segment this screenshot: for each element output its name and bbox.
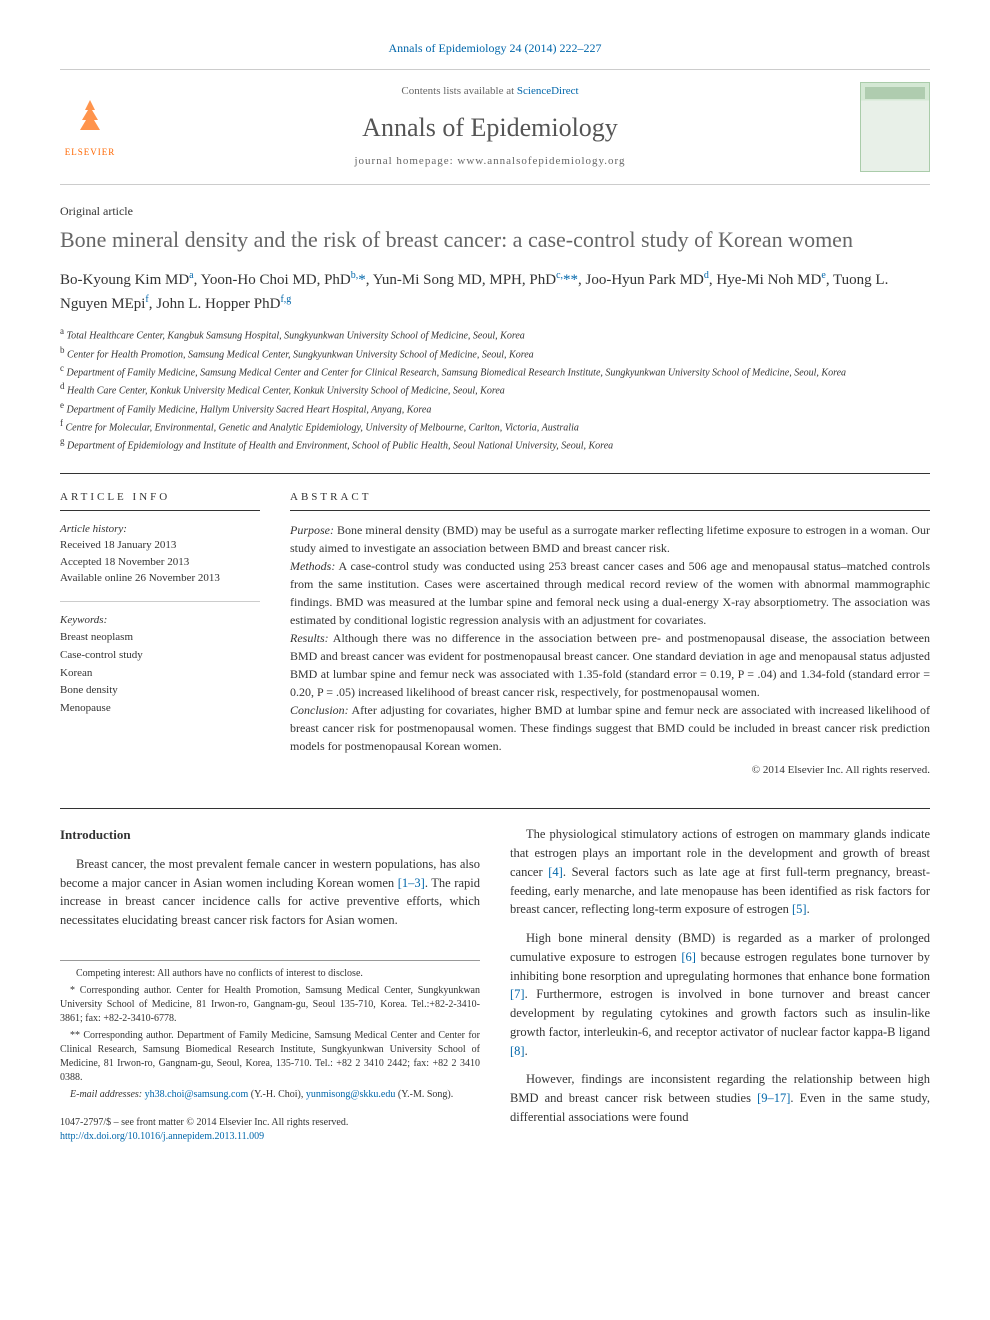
elsevier-logo: ELSEVIER	[60, 95, 120, 159]
abstract-header: ABSTRACT	[290, 490, 930, 510]
email-link[interactable]: yunmisong@skku.edu	[306, 1089, 396, 1100]
elsevier-tree-icon	[60, 95, 120, 146]
intro-heading: Introduction	[60, 825, 480, 845]
abstract-segment-text: Although there was no difference in the …	[290, 631, 930, 699]
abstract-copyright: © 2014 Elsevier Inc. All rights reserved…	[290, 763, 930, 778]
contents-available-line: Contents lists available at ScienceDirec…	[120, 84, 860, 99]
homepage-url[interactable]: www.annalsofepidemiology.org	[457, 155, 625, 167]
article-type: Original article	[60, 203, 930, 220]
abstract-segment-text: Bone mineral density (BMD) may be useful…	[290, 523, 930, 555]
divider	[60, 808, 930, 809]
citation-link[interactable]: [7]	[510, 987, 525, 1001]
online-date: Available online 26 November 2013	[60, 570, 260, 587]
affiliation: e Department of Family Medicine, Hallym …	[60, 399, 930, 417]
email-label: E-mail addresses:	[70, 1089, 145, 1100]
journal-cover-thumbnail	[860, 82, 930, 172]
intro-para-4: However, findings are inconsistent regar…	[510, 1070, 930, 1126]
history-label: Article history:	[60, 521, 260, 538]
article-history: Article history: Received 18 January 201…	[60, 521, 260, 587]
affiliation: b Center for Health Promotion, Samsung M…	[60, 344, 930, 362]
keyword: Korean	[60, 665, 260, 683]
keyword: Menopause	[60, 700, 260, 718]
email-link[interactable]: yh38.choi@samsung.com	[145, 1089, 249, 1100]
text: (Y.-M. Song).	[395, 1089, 453, 1100]
article-title: Bone mineral density and the risk of bre…	[60, 226, 930, 255]
text: .	[525, 1044, 528, 1058]
journal-header: ELSEVIER Contents lists available at Sci…	[60, 69, 930, 185]
authors-line: Bo-Kyoung Kim MDa, Yoon-Ho Choi MD, PhDb…	[60, 268, 930, 315]
affiliation: c Department of Family Medicine, Samsung…	[60, 362, 930, 380]
article-info-header: ARTICLE INFO	[60, 490, 260, 510]
citation-link[interactable]: [4]	[548, 865, 563, 879]
abstract-text: Purpose: Bone mineral density (BMD) may …	[290, 521, 930, 755]
abstract-segment-text: A case-control study was conducted using…	[290, 559, 930, 627]
citation-link[interactable]: [8]	[510, 1044, 525, 1058]
homepage-prefix: journal homepage:	[354, 155, 457, 167]
info-abstract-row: ARTICLE INFO Article history: Received 1…	[60, 490, 930, 778]
info-divider	[60, 601, 260, 602]
email-addresses: E-mail addresses: yh38.choi@samsung.com …	[60, 1088, 480, 1102]
abstract-segment-label: Conclusion:	[290, 703, 349, 717]
abstract-segment-text: After adjusting for covariates, higher B…	[290, 703, 930, 753]
text: . Furthermore, estrogen is involved in b…	[510, 987, 930, 1039]
citation-link[interactable]: [5]	[792, 902, 807, 916]
citation-link[interactable]: [6]	[681, 950, 696, 964]
intro-para-1: Breast cancer, the most prevalent female…	[60, 855, 480, 930]
abstract-segment-label: Results:	[290, 631, 329, 645]
corresponding-author-2: ** Corresponding author. Department of F…	[60, 1029, 480, 1085]
footnotes: Competing interest: All authors have no …	[60, 960, 480, 1102]
keywords-block: Keywords: Breast neoplasm Case-control s…	[60, 612, 260, 718]
intro-para-2: The physiological stimulatory actions of…	[510, 825, 930, 919]
journal-reference: Annals of Epidemiology 24 (2014) 222–227	[60, 40, 930, 57]
affiliation: g Department of Epidemiology and Institu…	[60, 435, 930, 453]
received-date: Received 18 January 2013	[60, 537, 260, 554]
journal-homepage-line: journal homepage: www.annalsofepidemiolo…	[120, 154, 860, 169]
issn-line: 1047-2797/$ – see front matter © 2014 El…	[60, 1116, 480, 1130]
affiliations: a Total Healthcare Center, Kangbuk Samsu…	[60, 325, 930, 453]
keyword: Case-control study	[60, 647, 260, 665]
keyword: Bone density	[60, 682, 260, 700]
abstract-column: ABSTRACT Purpose: Bone mineral density (…	[290, 490, 930, 778]
right-column: The physiological stimulatory actions of…	[510, 825, 930, 1144]
citation-link[interactable]: [1–3]	[398, 876, 425, 890]
competing-interest: Competing interest: All authors have no …	[60, 967, 480, 981]
contents-prefix: Contents lists available at	[401, 85, 516, 97]
intro-para-3: High bone mineral density (BMD) is regar…	[510, 929, 930, 1060]
keyword: Breast neoplasm	[60, 629, 260, 647]
text: . Several factors such as late age at fi…	[510, 865, 930, 917]
abstract-segment-label: Methods:	[290, 559, 335, 573]
text: (Y.-H. Choi),	[248, 1089, 306, 1100]
doi-link[interactable]: http://dx.doi.org/10.1016/j.annepidem.20…	[60, 1130, 480, 1144]
divider	[60, 473, 930, 474]
affiliation: a Total Healthcare Center, Kangbuk Samsu…	[60, 325, 930, 343]
article-info-column: ARTICLE INFO Article history: Received 1…	[60, 490, 260, 778]
keywords-label: Keywords:	[60, 612, 260, 630]
sciencedirect-link[interactable]: ScienceDirect	[517, 85, 579, 97]
affiliation: d Health Care Center, Konkuk University …	[60, 380, 930, 398]
affiliation: f Centre for Molecular, Environmental, G…	[60, 417, 930, 435]
body-columns: Introduction Breast cancer, the most pre…	[60, 825, 930, 1144]
elsevier-label: ELSEVIER	[60, 146, 120, 159]
header-center: Contents lists available at ScienceDirec…	[120, 84, 860, 169]
text: .	[807, 902, 810, 916]
accepted-date: Accepted 18 November 2013	[60, 554, 260, 571]
citation-link[interactable]: [9–17]	[757, 1091, 790, 1105]
journal-name: Annals of Epidemiology	[120, 110, 860, 146]
corresponding-author-1: * Corresponding author. Center for Healt…	[60, 984, 480, 1026]
page-root: Annals of Epidemiology 24 (2014) 222–227…	[0, 0, 990, 1184]
bottom-matter: 1047-2797/$ – see front matter © 2014 El…	[60, 1116, 480, 1144]
abstract-segment-label: Purpose:	[290, 523, 334, 537]
left-column: Introduction Breast cancer, the most pre…	[60, 825, 480, 1144]
